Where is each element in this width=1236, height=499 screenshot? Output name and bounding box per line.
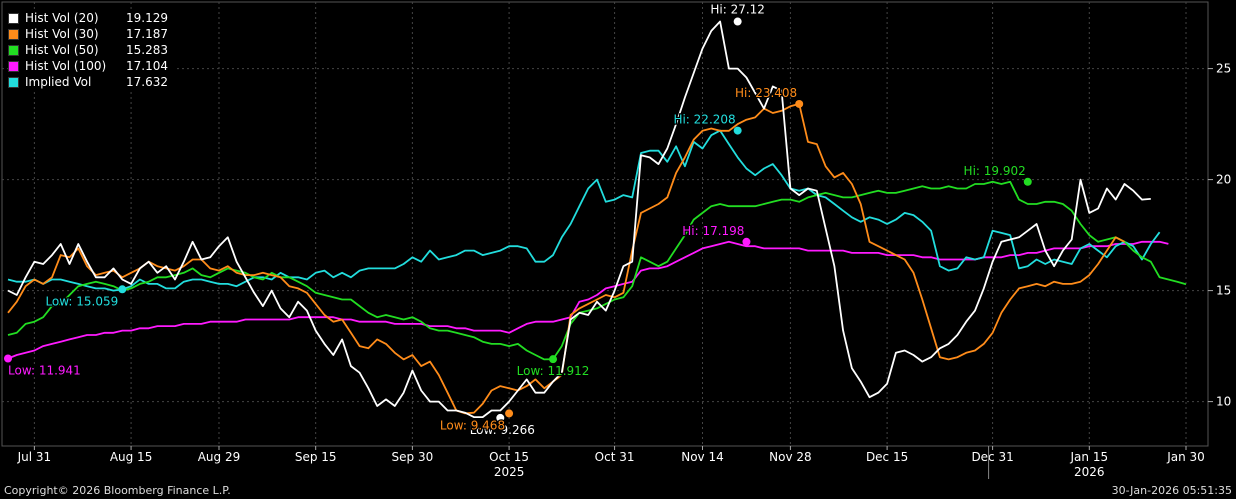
x-tick-label: Nov 14 bbox=[681, 450, 724, 464]
copyright-text: Copyright© 2026 Bloomberg Finance L.P. bbox=[4, 484, 231, 497]
series-line-hist-vol-50 bbox=[7, 180, 1187, 361]
annotation-label: Low: 11.912 bbox=[517, 364, 590, 378]
legend-series-value: 17.187 bbox=[126, 27, 168, 41]
year-label: 2026 bbox=[1074, 465, 1105, 479]
x-tick-label: Jul 31 bbox=[17, 450, 52, 464]
annotation-marker bbox=[795, 99, 804, 108]
legend-item: Implied Vol 17.632 bbox=[8, 74, 176, 90]
legend-swatch bbox=[8, 76, 19, 88]
plot-frame bbox=[1, 1, 1209, 447]
legend-swatch bbox=[8, 44, 19, 56]
annotation-label: Hi: 22.208 bbox=[673, 113, 735, 127]
legend-swatch bbox=[8, 28, 19, 40]
annotation-marker bbox=[733, 17, 742, 26]
legend-series-name: Hist Vol (100) bbox=[25, 59, 107, 73]
timestamp-text: 30-Jan-2026 05:51:35 bbox=[1111, 484, 1232, 497]
x-tick-label: Oct 15 bbox=[489, 450, 529, 464]
annotation-marker bbox=[505, 409, 514, 418]
annotation-label: Low: 11.941 bbox=[8, 364, 81, 378]
x-tick-label: Jan 30 bbox=[1166, 450, 1205, 464]
y-tick-label: 25 bbox=[1216, 62, 1231, 76]
chart-legend: Hist Vol (20) 19.129 Hist Vol (30) 17.187 Hi… bbox=[8, 10, 176, 90]
annotation-marker bbox=[496, 413, 505, 422]
year-label: 2025 bbox=[494, 465, 525, 479]
annotation-label: Hi: 23.408 bbox=[735, 86, 797, 100]
annotation-label: Low: 9.468 bbox=[440, 418, 505, 432]
annotation-marker bbox=[742, 237, 751, 246]
legend-item: Hist Vol (20) 19.129 bbox=[8, 10, 176, 26]
x-tick-label: Nov 28 bbox=[769, 450, 812, 464]
legend-series-value: 17.104 bbox=[126, 59, 168, 73]
legend-swatch bbox=[8, 12, 19, 24]
series-line-implied-vol bbox=[7, 129, 1161, 292]
legend-series-value: 15.283 bbox=[126, 43, 168, 57]
annotation-label: Hi: 27.12 bbox=[710, 3, 765, 17]
x-tick-label: Dec 15 bbox=[866, 450, 908, 464]
y-tick-label: 20 bbox=[1216, 173, 1231, 187]
annotation-label: Hi: 19.902 bbox=[964, 164, 1026, 178]
legend-series-value: 17.632 bbox=[126, 75, 168, 89]
annotation-marker bbox=[1023, 177, 1032, 186]
annotation-label: Hi: 17.198 bbox=[682, 224, 744, 238]
legend-item: Hist Vol (30) 17.187 bbox=[8, 26, 176, 42]
legend-series-name: Hist Vol (50) bbox=[25, 43, 99, 57]
annotation-marker bbox=[733, 126, 742, 135]
annotation-marker bbox=[118, 285, 127, 294]
legend-series-name: Hist Vol (30) bbox=[25, 27, 99, 41]
legend-item: Hist Vol (50) 15.283 bbox=[8, 42, 176, 58]
series-line-hist-vol-20 bbox=[7, 20, 1151, 419]
x-tick-label: Oct 31 bbox=[595, 450, 635, 464]
legend-series-name: Hist Vol (20) bbox=[25, 11, 99, 25]
x-tick-label: Jan 15 bbox=[1070, 450, 1109, 464]
x-tick-label: Aug 29 bbox=[198, 450, 241, 464]
x-tick-label: Aug 15 bbox=[110, 450, 153, 464]
legend-swatch bbox=[8, 60, 19, 72]
x-tick-label: Sep 30 bbox=[392, 450, 434, 464]
y-tick-label: 10 bbox=[1216, 395, 1231, 409]
legend-series-name: Implied Vol bbox=[25, 75, 92, 89]
annotation-label: Low: 9.266 bbox=[470, 423, 535, 437]
x-tick-label: Dec 31 bbox=[971, 450, 1013, 464]
x-tick-label: Sep 15 bbox=[295, 450, 337, 464]
legend-series-value: 19.129 bbox=[126, 11, 168, 25]
annotation-marker bbox=[549, 355, 558, 364]
y-tick-label: 15 bbox=[1216, 284, 1231, 298]
annotation-label: Low: 15.059 bbox=[45, 294, 118, 308]
legend-item: Hist Vol (100) 17.104 bbox=[8, 58, 176, 74]
annotation-marker bbox=[4, 354, 12, 363]
